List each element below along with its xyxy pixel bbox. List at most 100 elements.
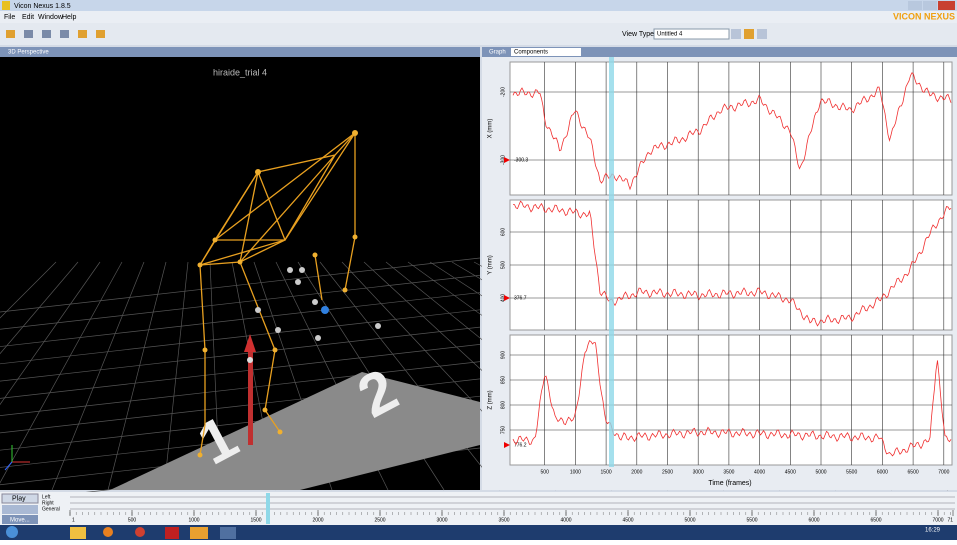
y-tick-label: 800 [500,401,506,410]
marker [312,252,318,258]
marker [315,335,321,341]
x-tick-label: 1500 [601,469,612,475]
title-bar [0,0,957,11]
taskbar-app[interactable] [135,527,145,537]
view-button[interactable] [744,29,754,39]
toolbar-icons [6,30,105,38]
tool-icon[interactable] [60,30,69,38]
trial-name: hiraide_trial 4 [213,67,267,77]
track-label: Right [42,500,54,506]
move-button[interactable] [2,515,38,524]
y-axis-label: Y (mm) [488,255,494,275]
y-tick-label: -300 [500,155,506,165]
marker [272,347,278,353]
marker [352,130,358,136]
taskbar-app[interactable] [220,527,236,539]
y-tick-label: 400 [500,294,506,303]
taskbar-app[interactable] [190,527,208,539]
tool-icon[interactable] [96,30,105,38]
y-tick-label: 600 [500,228,506,237]
view-type-select[interactable] [653,28,730,40]
loop-button[interactable] [2,505,38,514]
graph-mode-select[interactable] [511,48,581,56]
signal-curve [512,72,952,191]
selected-marker[interactable] [321,306,329,314]
x-tick-label: 2500 [662,469,673,475]
taskbar-app[interactable] [165,527,179,539]
x-tick-label: 4000 [754,469,765,475]
menu-item[interactable]: Help [62,14,77,21]
tick-label: 1 [72,517,75,523]
menu-item[interactable]: Edit [22,14,34,21]
minimize[interactable] [908,1,922,10]
marker [342,287,348,293]
brand: VICON NEXUS [893,11,955,21]
tool-icon[interactable] [24,30,33,38]
tick-label: 3000 [436,517,447,523]
tool-icon[interactable] [42,30,51,38]
tick-label: 6500 [870,517,881,523]
tool-icon[interactable] [6,30,15,38]
play-button[interactable] [1,493,39,504]
panel-title: Graph [489,50,506,56]
marker [352,234,358,240]
segment [213,131,356,291]
current-value: 776.2 [514,442,527,448]
view-type-value: Untitled 4 [657,32,683,38]
unlabeled-markers [255,267,381,341]
panel-title: 3D Perspective [8,50,49,56]
window-title: Vicon Nexus 1.8.5 [14,3,71,10]
tick-label: 2000 [312,517,323,523]
force-vector [248,350,253,445]
marker [255,307,261,313]
tick-label: 71 [947,517,953,523]
grid-line [0,326,481,382]
marker [247,357,253,363]
plot [509,334,953,466]
grid-line [0,261,57,319]
axes-gizmo [4,445,30,471]
current-indicator [504,442,510,448]
x-tick-label: 5000 [815,469,826,475]
x-axis-label: Time (frames) [708,480,751,487]
view-button[interactable] [757,29,767,39]
move-label: Move... [10,518,30,524]
close[interactable] [938,1,955,10]
grid-line [51,261,145,491]
graphs: -200 -300 X (mm) -300.3 600 500 400 Y (mm) 376.7… [488,57,953,475]
current-indicator [504,157,510,163]
grid-line [0,261,123,484]
start-button[interactable] [6,526,18,538]
grid-line [0,257,481,313]
grid-line [0,344,481,399]
tick-label: 5500 [746,517,757,523]
y-tick-label: 850 [500,376,506,385]
grid-line [0,261,79,355]
x-tick-label: 6500 [908,469,919,475]
maximize[interactable] [923,1,937,10]
view-button[interactable] [731,29,741,39]
x-tick-label: 7000 [938,469,949,475]
tick-label: 4500 [622,517,633,523]
y-tick-label: 900 [500,351,506,360]
taskbar-app[interactable] [103,527,113,537]
play-label: Play [12,495,26,502]
tool-icon[interactable] [78,30,87,38]
taskbar-app[interactable] [70,527,86,539]
signal-curve [513,200,952,327]
menu-item[interactable]: Window [38,14,64,21]
x-tick-label: 3000 [693,469,704,475]
toolbar [0,23,957,45]
menu-item[interactable]: File [4,14,15,21]
menu-bar [0,11,957,23]
timeline [0,492,957,525]
tick-label: 3500 [498,517,509,523]
force-arrow [244,334,256,352]
marker [212,237,218,243]
grid-line [0,361,481,416]
marker [295,279,301,285]
x-tick-label: 1000 [570,469,581,475]
tick-label: 500 [128,517,137,523]
